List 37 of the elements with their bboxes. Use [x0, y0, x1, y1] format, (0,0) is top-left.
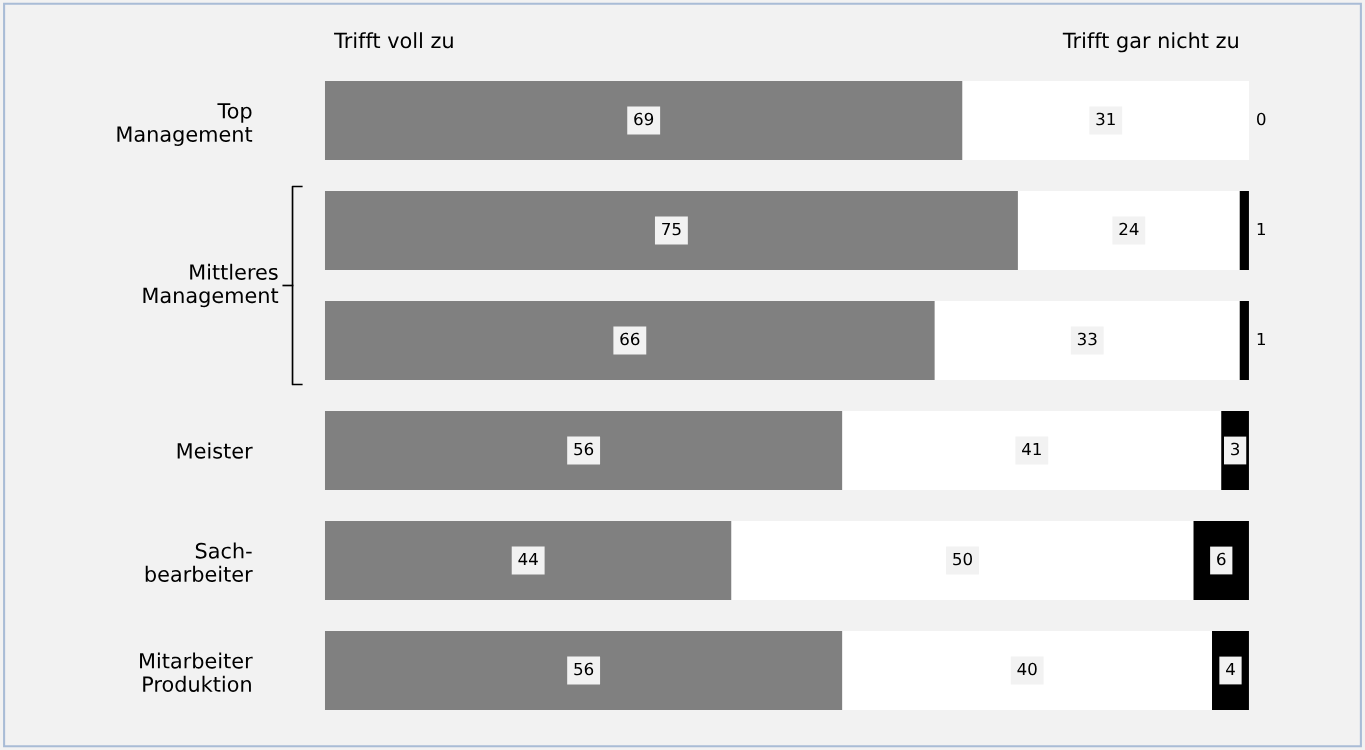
data-label: 40: [1017, 662, 1037, 676]
data-label: 75: [662, 222, 681, 236]
data-label: 4: [1226, 662, 1235, 676]
bar: [324, 190, 1018, 271]
data-label: 1: [1257, 222, 1265, 236]
data-label: 50: [953, 552, 972, 566]
bar: [731, 520, 1194, 601]
bar: [324, 520, 732, 601]
data-label: 33: [1077, 332, 1097, 346]
text: Mittleres Management: [143, 263, 279, 308]
text: Trifft gar nicht zu: [1062, 32, 1238, 53]
bar: [842, 630, 1213, 711]
bar: [962, 80, 1249, 161]
data-label: 41: [1022, 442, 1041, 456]
data-label: 56: [574, 442, 594, 456]
data-label: 66: [620, 332, 640, 346]
data-label: 24: [1119, 222, 1139, 236]
bar: [324, 630, 843, 711]
data-label: 3: [1231, 442, 1240, 456]
bar: [324, 80, 963, 161]
y-tick-label: Top Management: [117, 103, 253, 146]
bar: [842, 410, 1222, 491]
bar: [324, 410, 843, 491]
data-label: 69: [634, 112, 654, 126]
data-label: 1: [1257, 332, 1265, 346]
data-label: 6: [1217, 552, 1226, 566]
bar: [934, 300, 1240, 381]
data-label: 44: [518, 552, 538, 566]
text: Trifft voll zu: [334, 32, 453, 49]
data-label: 0: [1257, 112, 1266, 126]
y-tick-label: Sach- bearbeiter: [145, 542, 253, 582]
y-tick-label: Meister: [177, 442, 253, 459]
bar: [324, 300, 935, 381]
bar: [1017, 190, 1240, 271]
y-tick-label: Mitarbeiter Produktion: [140, 652, 253, 692]
data-label: 31: [1096, 112, 1115, 126]
data-label: 56: [574, 662, 594, 676]
